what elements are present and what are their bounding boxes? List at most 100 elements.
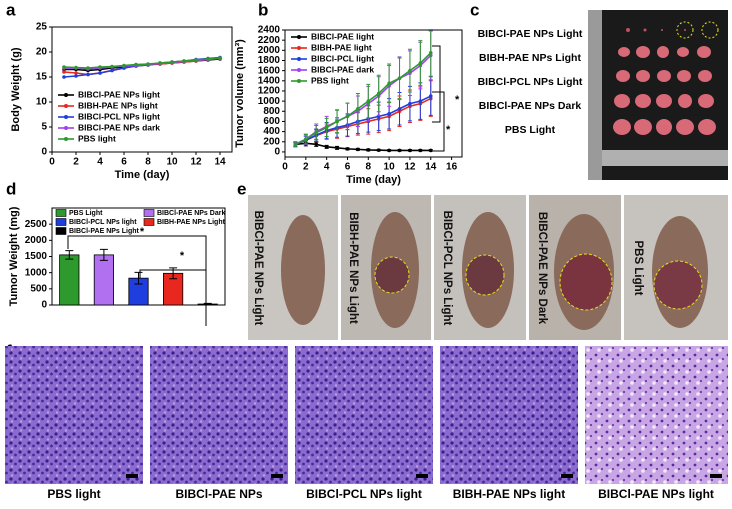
legend-swatch (143, 209, 155, 217)
legend-label: BIBCl-PCL NPs light (69, 219, 137, 226)
legend-swatch (64, 137, 68, 141)
legend-label: BIBCl-PCL light (311, 53, 374, 63)
data-point (428, 94, 433, 98)
panel-label: c (470, 0, 479, 19)
plot-frame (284, 29, 463, 158)
y-tick-label: 400 (263, 126, 280, 137)
y-tick-label: 1800 (258, 55, 281, 66)
data-point (304, 137, 308, 142)
error-bar (203, 302, 212, 306)
photo-label: BIBCl-PAE NPs (175, 487, 262, 501)
y-tick-label: 20 (36, 47, 48, 58)
y-tick-label: 600 (263, 116, 280, 127)
y-tick-label: 200 (263, 136, 280, 147)
y-tick-label: 1200 (258, 86, 281, 97)
series-line (295, 54, 432, 146)
x-tick-label: 14 (425, 162, 437, 173)
legend-swatch (64, 104, 68, 108)
data-point (428, 148, 433, 153)
y-tick-label: 0 (274, 147, 280, 158)
data-point (86, 66, 90, 70)
data-point (345, 147, 350, 151)
data-point (314, 142, 319, 147)
x-tick-label: 16 (446, 162, 458, 173)
y-tick-label: 500 (30, 283, 47, 294)
data-point (74, 74, 78, 78)
y-tick-label: 0 (41, 147, 47, 158)
photo-label: BIBH-PAE NPs Light (347, 212, 359, 324)
annotation: * (446, 124, 451, 136)
x-axis-label: Time (day) (346, 174, 401, 186)
data-point (418, 148, 423, 153)
legend-label: BIBCl-PAE dark (311, 64, 374, 74)
legend-swatch (297, 68, 301, 72)
legend-label: BIBCl-PAE NPs light (78, 89, 160, 99)
legend-label: BIBH-PAE NPs Light (157, 219, 226, 226)
legend-label: BIBCl-PAE NPs Light (69, 228, 140, 235)
legend-swatch (64, 93, 68, 97)
y-tick-label: 5 (41, 122, 47, 133)
data-point (397, 148, 402, 153)
photo-label: BIBH-PAE NPs Light (479, 52, 581, 64)
legend-swatch (55, 218, 67, 226)
x-tick-label: 4 (97, 157, 103, 168)
data-point (335, 146, 339, 150)
x-tick-label: 0 (282, 162, 288, 173)
x-tick-label: 6 (345, 162, 351, 173)
y-tick-label: 1400 (258, 75, 281, 86)
photo-label: PBS light (47, 487, 100, 501)
legend-swatch (55, 227, 67, 235)
data-point (74, 71, 78, 75)
y-axis-label: Tumor volume (mm³) (234, 39, 246, 148)
x-tick-label: 14 (214, 157, 226, 168)
x-tick-label: 4 (324, 162, 330, 173)
y-tick-label: 1600 (258, 65, 281, 76)
panel-label: d (6, 179, 16, 198)
data-point (86, 72, 90, 77)
data-point (98, 65, 102, 69)
data-point (146, 62, 150, 66)
data-point (324, 125, 329, 130)
error-bar (65, 250, 74, 260)
data-point (387, 81, 391, 86)
photo-label: PBS Light (632, 241, 644, 296)
data-point (74, 65, 78, 70)
legend-swatch (55, 209, 67, 217)
error-bar (134, 271, 143, 285)
x-tick-label: 10 (384, 162, 396, 173)
data-point (356, 106, 360, 111)
photo-label: PBS Light (505, 124, 556, 136)
y-tick-label: 25 (36, 22, 48, 33)
photo-label: BIBCl-PAE NPs Light (478, 28, 583, 40)
legend-label: BIBH-PAE NPs light (78, 100, 158, 110)
bar (93, 254, 114, 306)
photo-label: BIBCl-PAE NPs light (598, 487, 714, 501)
legend-swatch (143, 218, 155, 226)
y-tick-label: 2400 (258, 25, 281, 36)
data-point (335, 119, 339, 124)
data-point (376, 91, 381, 96)
data-point (387, 112, 391, 116)
series-line (63, 57, 221, 69)
y-axis-label: Tumor Weight (mg) (8, 206, 20, 306)
x-tick-label: 0 (49, 157, 55, 168)
data-point (194, 58, 198, 62)
annotation: * (180, 250, 185, 262)
legend-swatch (64, 115, 68, 119)
legend-label: BIBCl-PCL NPs light (78, 111, 160, 121)
legend-label: BIBCl-PAE light (311, 31, 374, 41)
data-point (170, 60, 174, 64)
data-point (408, 68, 412, 73)
y-tick-label: 2200 (258, 35, 281, 46)
y-tick-label: 1000 (258, 96, 281, 107)
y-tick-label: 1500 (25, 251, 48, 262)
data-point (98, 71, 102, 75)
mouse-photos (248, 195, 728, 340)
legend-swatch (297, 35, 301, 39)
y-tick-label: 2000 (25, 235, 48, 246)
data-point (62, 70, 66, 74)
data-point (293, 142, 298, 147)
data-point (182, 59, 186, 63)
data-point (418, 61, 423, 65)
